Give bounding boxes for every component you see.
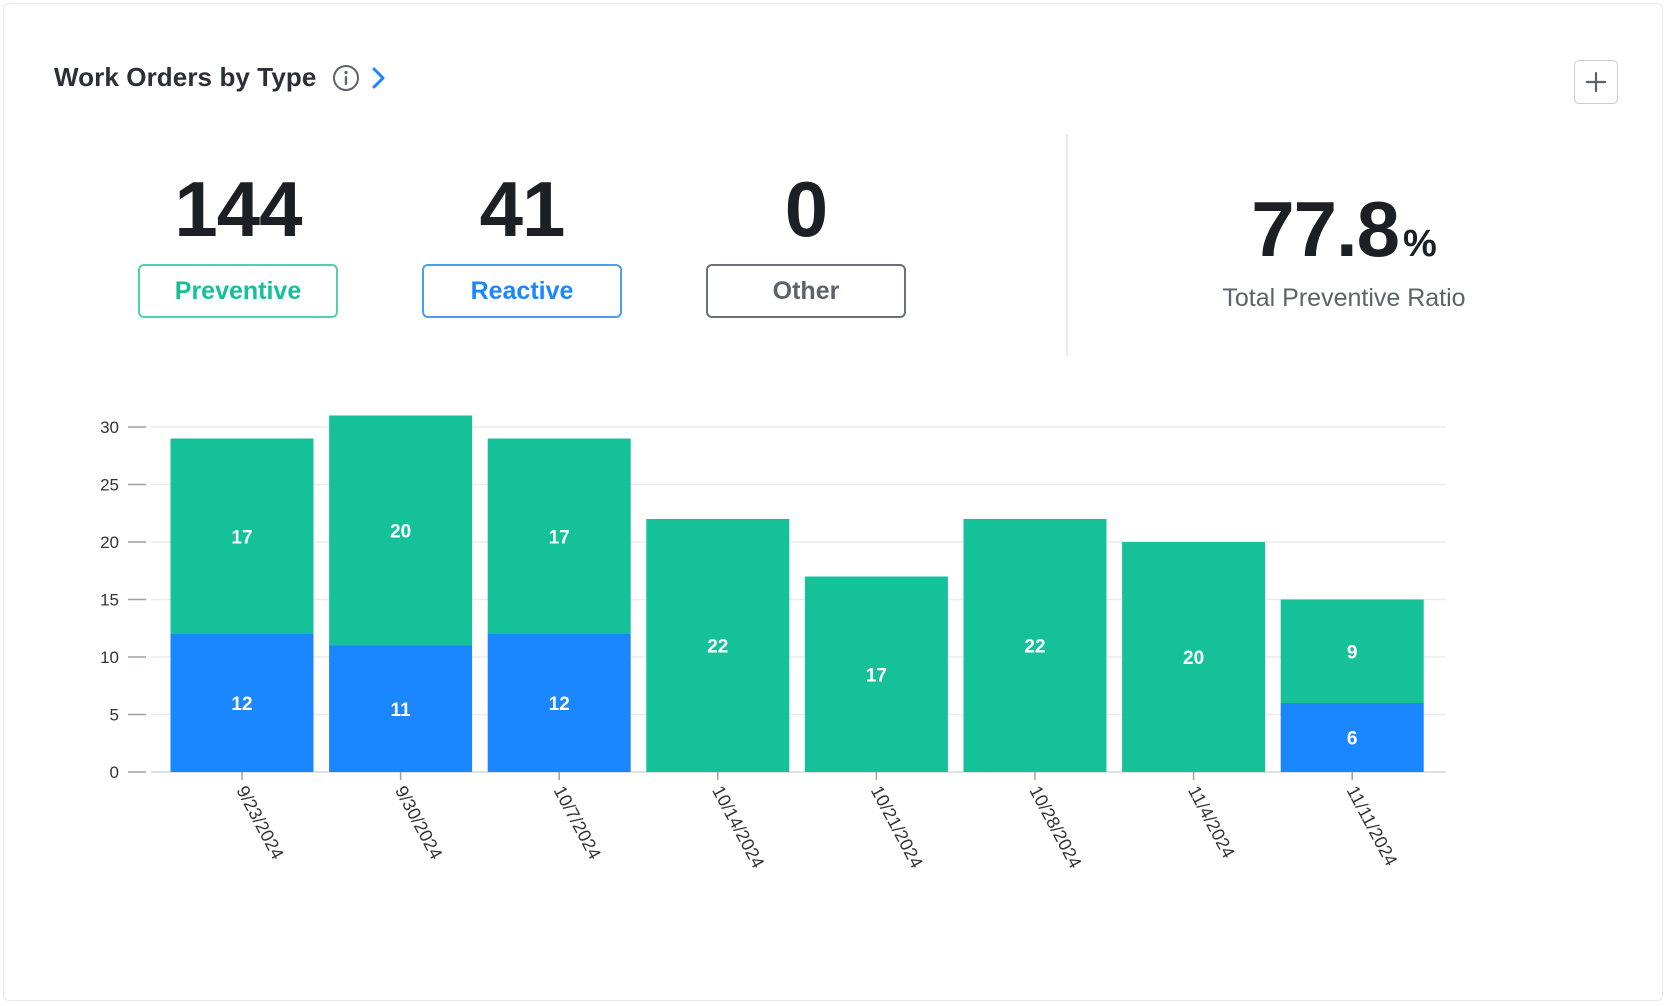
x-tick-label: 10/14/2024 — [708, 782, 768, 871]
work-orders-card: Work Orders by Type 144 Preventive 41 Re… — [3, 3, 1663, 1001]
preventive-badge[interactable]: Preventive — [138, 264, 338, 318]
bar-reactive — [329, 645, 473, 772]
bar-preventive — [487, 438, 631, 634]
preventive-count: 144 — [174, 165, 302, 253]
bar-preventive — [170, 438, 314, 634]
y-tick-label: 20 — [100, 533, 119, 552]
bar-value-label: 17 — [866, 665, 887, 686]
add-button[interactable] — [1574, 60, 1618, 104]
bar-preventive — [646, 519, 790, 772]
ratio-label: Total Preventive Ratio — [1222, 284, 1466, 312]
bar-preventive — [963, 519, 1107, 772]
y-tick-label: 0 — [110, 763, 119, 782]
bar-value-label: 9 — [1347, 642, 1358, 663]
y-tick-label: 25 — [100, 476, 119, 495]
bar-value-label: 17 — [231, 527, 252, 548]
bar-preventive — [1122, 542, 1266, 772]
bar-value-label: 20 — [1183, 648, 1204, 669]
bar-preventive — [329, 415, 473, 646]
y-tick-label: 10 — [100, 648, 119, 667]
stat-preventive: 144 Preventive — [138, 170, 338, 318]
x-tick-label: 10/28/2024 — [1025, 782, 1085, 871]
card-title: Work Orders by Type — [54, 62, 317, 92]
work-orders-chart: 0 5 10 15 20 25 30 12 17 9/23/2024 11 20 9/30/2024 12… — [100, 415, 1446, 871]
reactive-count: 41 — [479, 165, 566, 253]
bar-preventive — [804, 576, 948, 772]
other-badge[interactable]: Other — [706, 264, 906, 318]
other-count: 0 — [784, 165, 828, 253]
y-tick-label: 15 — [100, 591, 119, 610]
x-tick-label: 9/23/2024 — [232, 782, 287, 862]
stat-reactive: 41 Reactive — [422, 170, 622, 318]
bar-value-label: 20 — [390, 522, 411, 543]
bar-value-label: 12 — [231, 694, 252, 715]
y-tick-label: 30 — [100, 418, 119, 437]
ratio-value: 77.8 — [1251, 185, 1400, 273]
plus-icon — [1585, 71, 1607, 93]
bar-reactive — [170, 634, 314, 772]
bar-value-label: 17 — [549, 527, 570, 548]
chevron-right-icon[interactable] — [368, 64, 390, 92]
x-tick-label: 9/30/2024 — [391, 782, 446, 862]
preventive-ratio: 77.8% Total Preventive Ratio — [1164, 190, 1524, 313]
bar-preventive — [1280, 599, 1424, 703]
reactive-badge[interactable]: Reactive — [422, 264, 622, 318]
x-tick-label: 11/4/2024 — [1184, 782, 1239, 861]
y-tick-label: 5 — [110, 706, 119, 725]
x-tick-label: 10/21/2024 — [867, 782, 927, 871]
bar-reactive — [487, 634, 631, 772]
stat-other: 0 Other — [706, 170, 906, 318]
divider — [1066, 134, 1068, 356]
bar-value-label: 22 — [707, 637, 728, 658]
bar-value-label: 11 — [391, 700, 412, 721]
card-header: Work Orders by Type — [54, 62, 390, 93]
bar-value-label: 6 — [1347, 729, 1358, 750]
x-tick-label: 11/11/2024 — [1343, 782, 1402, 869]
bar-reactive — [1280, 703, 1424, 772]
ratio-unit: % — [1403, 223, 1437, 265]
bar-value-label: 12 — [549, 694, 570, 715]
bar-value-label: 22 — [1024, 637, 1045, 658]
info-icon[interactable] — [332, 64, 360, 92]
x-tick-label: 10/7/2024 — [550, 782, 605, 862]
